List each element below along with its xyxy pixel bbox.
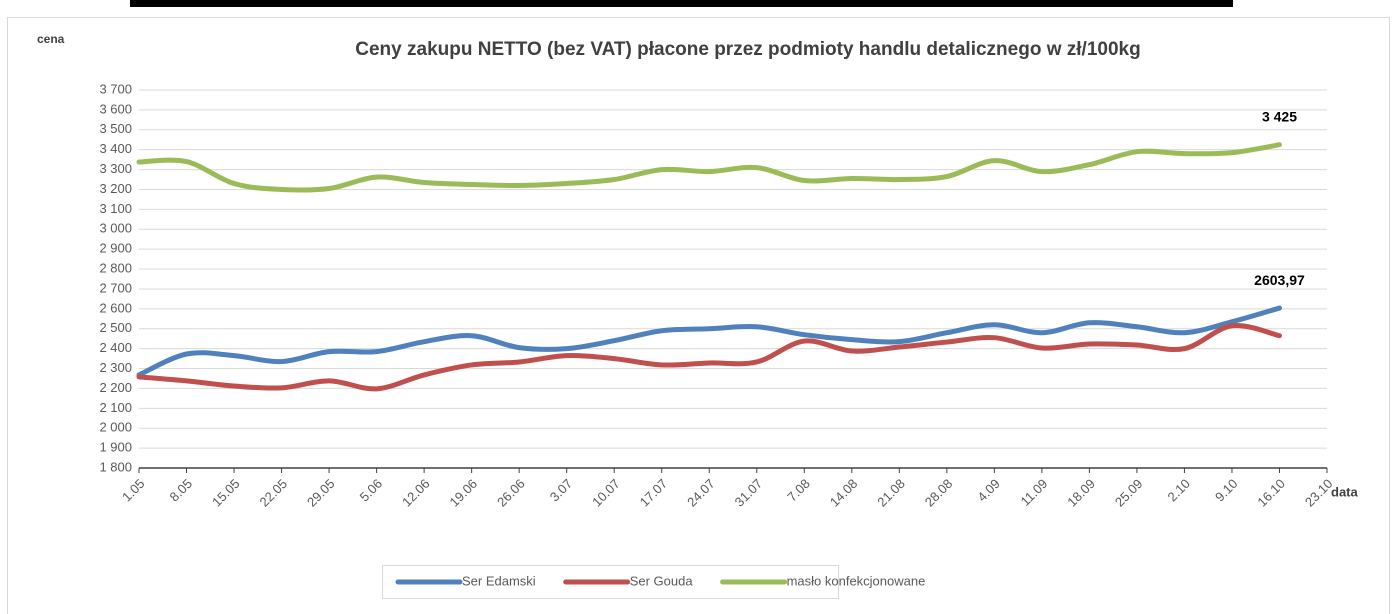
y-tick-label: 2 300 — [99, 360, 132, 375]
y-tick-label: 2 500 — [99, 320, 132, 335]
legend: Ser Edamski Ser Gouda masło konfekcjonowan… — [395, 573, 926, 588]
chart-border — [7, 17, 1390, 614]
top-bar — [130, 0, 1233, 7]
lines: 2603,97 3 425 — [136, 108, 1305, 392]
x-axis-label: data — [1331, 484, 1359, 499]
y-tick-label: 2 200 — [99, 380, 132, 395]
y-tick-label: 3 200 — [99, 181, 132, 196]
y-tick-label: 2 700 — [99, 280, 132, 295]
y-tick-label: 2 600 — [99, 300, 132, 315]
y-tick-label: 2 400 — [99, 340, 132, 355]
y-tick-label: 3 100 — [99, 201, 132, 216]
y-tick-label: 2 800 — [99, 260, 132, 275]
y-tick-label: 1 800 — [99, 459, 132, 474]
y-tick-label: 1 900 — [99, 440, 132, 455]
series-line — [136, 305, 1282, 378]
legend-label: Ser Gouda — [630, 573, 694, 588]
data-label: 2603,97 — [1254, 272, 1305, 288]
y-tick-label: 3 700 — [99, 81, 132, 96]
y-tick-label: 3 500 — [99, 121, 132, 136]
series-line — [136, 142, 1282, 193]
y-axis-label: cena — [37, 32, 65, 46]
y-tick-label: 2 900 — [99, 241, 132, 256]
data-label: 3 425 — [1262, 108, 1297, 124]
legend-box — [382, 565, 839, 599]
y-tick-label: 2 100 — [99, 400, 132, 415]
y-tick-label: 3 000 — [99, 221, 132, 236]
y-tick-label: 3 400 — [99, 141, 132, 156]
y-tick-label: 3 300 — [99, 161, 132, 176]
y-tick-label: 3 600 — [99, 101, 132, 116]
y-tick-label: 2 000 — [99, 420, 132, 435]
legend-label: masło konfekcjonowane — [787, 573, 926, 588]
chart-title: Ceny zakupu NETTO (bez VAT) płacone prze… — [355, 39, 1140, 60]
series-line — [136, 322, 1282, 392]
legend-label: Ser Edamski — [462, 573, 536, 588]
